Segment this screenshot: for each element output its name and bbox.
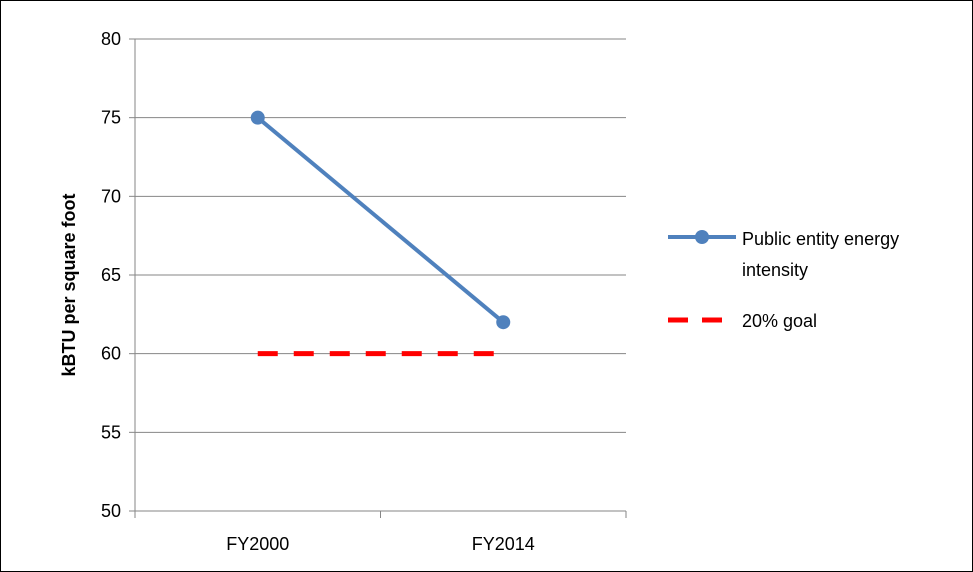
y-tick-label-55: 55 xyxy=(101,422,121,442)
x-tick-label-FY2014: FY2014 xyxy=(472,534,535,554)
y-tick-label-60: 60 xyxy=(101,344,121,364)
y-tick-label-50: 50 xyxy=(101,501,121,521)
y-tick-label-75: 75 xyxy=(101,108,121,128)
y-tick-label-70: 70 xyxy=(101,186,121,206)
data-point-0-FY2000 xyxy=(250,110,265,125)
y-tick-labels: 50 55 60 65 70 75 80 xyxy=(101,29,135,521)
y-axis-title: kBTU per square foot xyxy=(59,193,79,376)
x-tick-labels: FY2000 FY2014 xyxy=(134,511,627,554)
legend: Public entity energy intensity 20% goal xyxy=(668,229,899,331)
legend-label-0: Public entity energy intensity xyxy=(742,229,899,280)
legend-label-1: 20% goal xyxy=(742,311,817,331)
gridlines xyxy=(135,38,626,433)
data-point-0-FY2014 xyxy=(496,315,511,330)
series-line-0 xyxy=(256,116,505,324)
y-tick-label-65: 65 xyxy=(101,265,121,285)
x-tick-label-FY2000: FY2000 xyxy=(226,534,289,554)
series-layer xyxy=(250,110,511,357)
y-tick-label-80: 80 xyxy=(101,29,121,49)
legend-marker-0 xyxy=(695,230,709,244)
